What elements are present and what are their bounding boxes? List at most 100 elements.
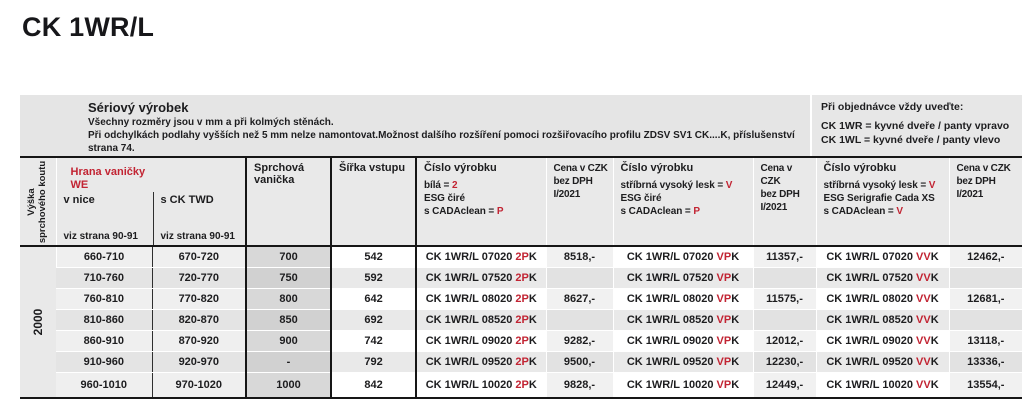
sirka-vstupu-cell: 842 [330,372,417,398]
price-cell: 12230,- [752,351,817,373]
price-cell: 8627,- [545,288,614,310]
info-line-2: Při odchylkách podlahy vyšších než 5 mm … [88,130,795,141]
s-ck-twd-cell: 920-970 [151,351,247,373]
ref-strana-90-91: viz strana 90-91 [160,231,236,242]
product-code-cell: CK 1WR/L 09020 VPK [612,330,754,352]
product-code-cell: CK 1WR/L 08520 2PK [415,309,547,331]
s-ck-twd-cell: 970-1020 [151,372,247,398]
product-code-cell: CK 1WR/L 07520 VVK [815,267,950,289]
order-note-heading: Při objednávce vždy uveďte: [821,101,964,113]
sirka-vstupu-cell: 642 [330,288,417,310]
v-nice-cell: 910-960 [56,351,152,373]
price-cell: 13554,- [948,372,1023,398]
table-row: 2000 660-710 670-720 700 542 CK 1WR/L 07020 2… [20,246,1023,399]
col-header-sprchova-vanicka: Sprchová vanička [245,158,332,247]
series-product-info: Sériový výrobek Všechny rozměry jsou v m… [20,95,810,156]
product-code-cell: CK 1WR/L 08520 VVK [815,309,950,331]
price-cell [752,309,817,331]
sirka-vstupu-cell: 792 [330,351,417,373]
price-cell: 13118,- [948,330,1023,352]
order-note-item-1wl: CK 1WL = kyvné dveře / panty vlevo [821,134,1001,147]
sirka-vstupu-cell: 692 [330,309,417,331]
subcol-s-ck-twd: s CK TWD viz strana 90-91 [152,192,246,245]
s-ck-twd-cell: 870-920 [151,330,247,352]
product-code-cell: CK 1WR/L 09020 2PK [415,330,547,352]
price-cell: 12012,- [752,330,817,352]
product-code-cell: CK 1WR/L 08020 VVK [815,288,950,310]
sirka-vstupu-cell: 542 [330,246,417,268]
vyska-vertical-label: Výška sprchového koutu [25,160,48,243]
table-row: 710-760 720-770 750 592 CK 1WR/L 07520 2PK CK… [20,267,1023,289]
sirka-vstupu-cell: 592 [330,267,417,289]
series-product-heading: Sériový výrobek [88,100,189,115]
col-header-cislo-vyrobku-1: Číslo výrobku bílá = 2 ESG čiré s CADAcl… [415,158,547,247]
product-code-cell: CK 1WR/L 10020 2PK [415,372,547,398]
price-cell: 8518,- [545,246,614,268]
product-code-cell: CK 1WR/L 07520 2PK [415,267,547,289]
table-row: 960-1010 970-1020 1000 842 CK 1WR/L 10020 2P… [20,372,1023,398]
order-note-item-1wr: CK 1WR = kyvné dveře / panty vpravo [821,120,1010,132]
col-header-cena-1: Cena v CZK bez DPH I/2021 [545,158,614,247]
price-cell [948,267,1023,289]
product-code-cell: CK 1WR/L 07520 VPK [612,267,754,289]
table-row: 760-810 770-820 800 642 CK 1WR/L 08020 2PK 86… [20,288,1023,310]
table-row: 910-960 920-970-792 CK 1WR/L 09520 2PK 9500… [20,351,1023,373]
product-code-cell: CK 1WR/L 07020 VVK [815,246,950,268]
v-nice-cell: 760-810 [56,288,152,310]
col-header-cislo-vyrobku-2: Číslo výrobku stříbrná vysoký lesk = V E… [612,158,754,247]
col-header-cena-3: Cena v CZK bez DPH I/2021 [948,158,1023,247]
s-ck-twd-cell: 720-770 [151,267,247,289]
v-nice-cell: 710-760 [56,267,152,289]
price-cell: 9500,- [545,351,614,373]
ref-strana-90-91: viz strana 90-91 [63,231,139,242]
product-code-cell: CK 1WR/L 09520 2PK [415,351,547,373]
info-line-1: Všechny rozměry jsou v mm a při kolmých … [88,117,334,128]
price-cell: 12462,- [948,246,1023,268]
vanicka-cell: 1000 [245,372,332,398]
product-code-cell: CK 1WR/L 07020 2PK [415,246,547,268]
product-code-cell: CK 1WR/L 07020 VPK [612,246,754,268]
table-row: 810-860 820-870 850 692 CK 1WR/L 08520 2PK CK… [20,309,1023,331]
price-cell: 13336,- [948,351,1023,373]
hrana-vanicky-title: Hrana vaničky WE [70,166,146,192]
v-nice-cell: 860-910 [56,330,152,352]
col-header-cislo-vyrobku-3: Číslo výrobku stříbrná vysoký lesk = V E… [815,158,950,247]
product-code-cell: CK 1WR/L 08020 VPK [612,288,754,310]
s-ck-twd-cell: 670-720 [151,246,247,268]
price-cell: 9828,- [545,372,614,398]
vanicka-cell: - [245,351,332,373]
table-body: 2000 660-710 670-720 700 542 CK 1WR/L 07020 2… [20,246,1023,399]
col-header-sirka-vstupu: Šířka vstupu [330,158,417,247]
info-line-3: strana 74. [88,143,135,154]
col-header-vyska: Výška sprchového koutu [20,158,56,247]
v-nice-cell: 810-860 [56,309,152,331]
v-nice-cell: 960-1010 [56,372,152,398]
vanicka-cell: 900 [245,330,332,352]
price-cell: 9282,- [545,330,614,352]
product-code-cell: CK 1WR/L 09520 VVK [815,351,950,373]
sirka-vstupu-cell: 742 [330,330,417,352]
product-code-cell: CK 1WR/L 10020 VVK [815,372,950,398]
product-code-cell: CK 1WR/L 10020 VPK [612,372,754,398]
subcol-v-nice: v nice viz strana 90-91 [57,192,153,245]
column-header-row: Výška sprchového koutu Hrana vaničky WE … [20,158,1023,247]
product-code-cell: CK 1WR/L 08020 2PK [415,288,547,310]
s-ck-twd-cell: 770-820 [151,288,247,310]
price-cell [545,267,614,289]
col-header-cena-2: Cena v CZK bez DPH I/2021 [752,158,817,247]
price-cell [752,267,817,289]
price-cell: 11357,- [752,246,817,268]
s-ck-twd-cell: 820-870 [151,309,247,331]
vanicka-cell: 800 [245,288,332,310]
v-nice-cell: 660-710 [55,246,152,268]
price-cell [545,309,614,331]
product-code-cell: CK 1WR/L 09520 VPK [612,351,754,373]
table-row: 860-910 870-920 900 742 CK 1WR/L 09020 2PK 92… [20,330,1023,352]
price-cell: 11575,- [752,288,817,310]
price-table: Výška sprchového koutu Hrana vaničky WE … [20,158,1023,399]
vanicka-cell: 850 [245,309,332,331]
page-title: CK 1WR/L [22,12,155,42]
col-header-hrana-vanicky: Hrana vaničky WE v nice viz strana 90-91… [55,158,247,247]
product-code-cell: CK 1WR/L 09020 VVK [815,330,950,352]
